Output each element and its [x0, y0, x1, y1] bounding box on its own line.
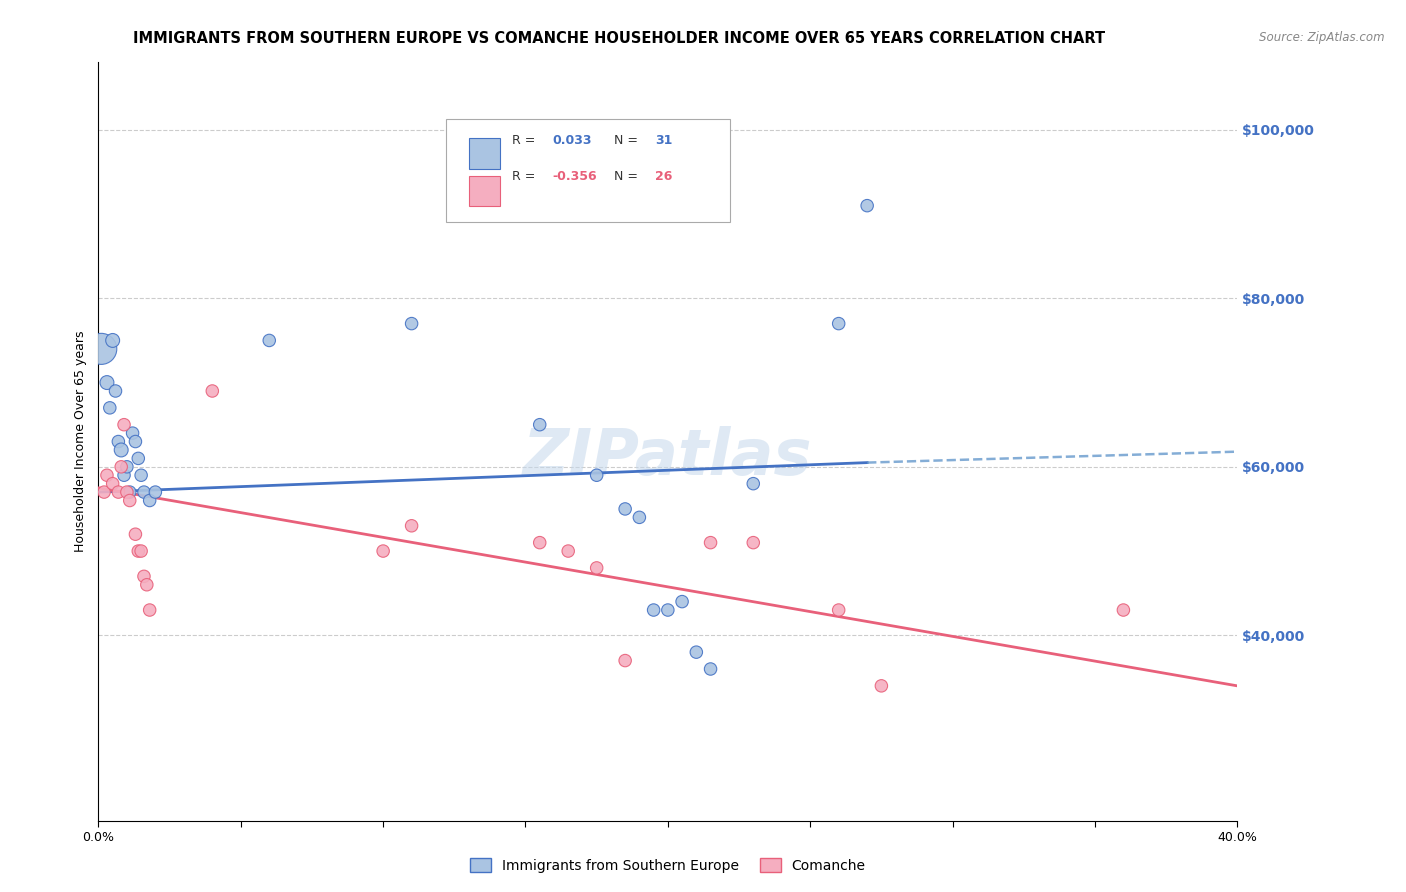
- Point: [107, 434, 129, 449]
- Point: [127, 451, 149, 466]
- Point: [90, 342, 112, 356]
- Point: [628, 510, 651, 524]
- Point: [115, 485, 138, 500]
- Point: [401, 317, 423, 331]
- Point: [259, 334, 281, 348]
- Point: [699, 662, 721, 676]
- Point: [201, 384, 224, 398]
- Text: -0.356: -0.356: [553, 170, 598, 183]
- Point: [96, 376, 118, 390]
- Point: [96, 468, 118, 483]
- Bar: [468, 177, 501, 206]
- Point: [401, 518, 423, 533]
- Point: [585, 468, 607, 483]
- Point: [93, 485, 115, 500]
- Point: [132, 569, 155, 583]
- Point: [101, 476, 124, 491]
- Point: [138, 493, 160, 508]
- Point: [110, 442, 132, 457]
- Text: 31: 31: [655, 135, 672, 147]
- Point: [614, 502, 637, 516]
- Y-axis label: Householder Income Over 65 years: Householder Income Over 65 years: [73, 331, 87, 552]
- Point: [742, 535, 765, 549]
- Point: [643, 603, 665, 617]
- Point: [112, 468, 135, 483]
- Point: [529, 535, 551, 549]
- Point: [104, 384, 127, 398]
- Text: R =: R =: [512, 170, 540, 183]
- Point: [127, 544, 149, 558]
- Point: [132, 485, 155, 500]
- Text: IMMIGRANTS FROM SOUTHERN EUROPE VS COMANCHE HOUSEHOLDER INCOME OVER 65 YEARS COR: IMMIGRANTS FROM SOUTHERN EUROPE VS COMAN…: [132, 31, 1105, 46]
- Point: [145, 485, 167, 500]
- Point: [121, 426, 143, 441]
- Point: [124, 434, 146, 449]
- Text: 0.033: 0.033: [553, 135, 592, 147]
- Point: [529, 417, 551, 432]
- FancyBboxPatch shape: [446, 120, 731, 221]
- Point: [115, 459, 138, 474]
- Legend: Immigrants from Southern Europe, Comanche: Immigrants from Southern Europe, Comanch…: [464, 852, 872, 878]
- Point: [671, 594, 693, 608]
- Point: [828, 603, 851, 617]
- Point: [129, 468, 152, 483]
- Point: [870, 679, 893, 693]
- Text: R =: R =: [512, 135, 540, 147]
- Point: [614, 654, 637, 668]
- Point: [107, 485, 129, 500]
- Point: [129, 544, 152, 558]
- Point: [135, 578, 157, 592]
- Point: [138, 603, 160, 617]
- Point: [112, 417, 135, 432]
- Point: [685, 645, 707, 659]
- Point: [373, 544, 395, 558]
- Point: [699, 535, 721, 549]
- Point: [657, 603, 679, 617]
- Text: 26: 26: [655, 170, 672, 183]
- Point: [118, 485, 141, 500]
- Point: [110, 459, 132, 474]
- Text: N =: N =: [614, 170, 643, 183]
- Point: [98, 401, 121, 415]
- Point: [557, 544, 579, 558]
- Point: [118, 493, 141, 508]
- Point: [124, 527, 146, 541]
- Point: [828, 317, 851, 331]
- Text: ZIPatlas: ZIPatlas: [523, 425, 813, 488]
- Point: [101, 334, 124, 348]
- Point: [585, 561, 607, 575]
- Text: Source: ZipAtlas.com: Source: ZipAtlas.com: [1260, 31, 1385, 45]
- Point: [856, 199, 879, 213]
- Text: N =: N =: [614, 135, 643, 147]
- Point: [1112, 603, 1135, 617]
- Point: [742, 476, 765, 491]
- Bar: [468, 138, 501, 169]
